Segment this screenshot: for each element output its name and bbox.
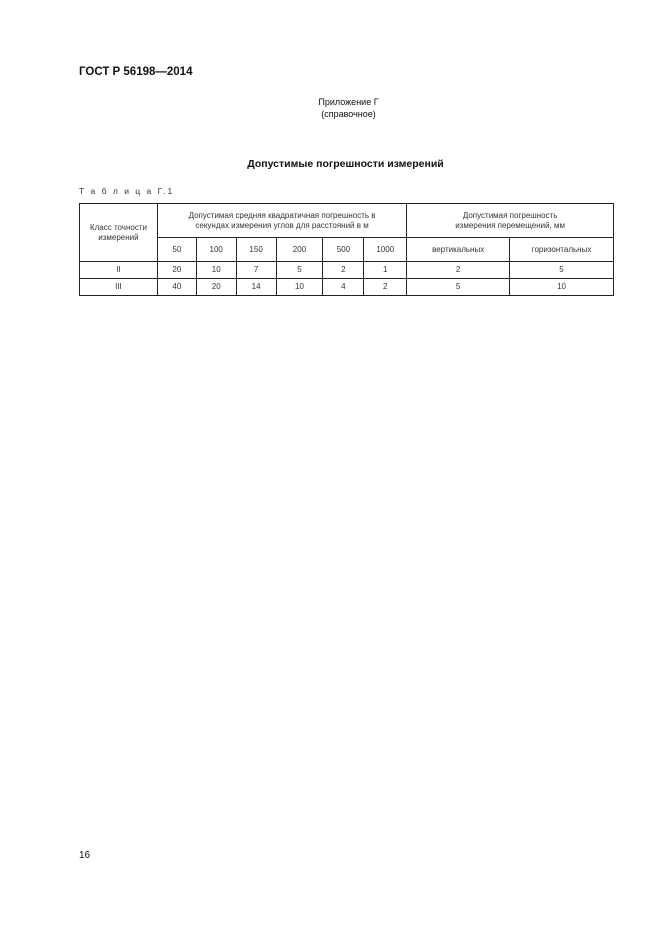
appendix-title: Приложение Г — [318, 97, 379, 107]
page-number: 16 — [79, 850, 91, 861]
table-cell: 5 — [275, 261, 324, 279]
table-cell: 1 — [363, 261, 408, 279]
table-cell: 2 — [406, 261, 511, 279]
subheader-cell: горизонтальных — [509, 237, 614, 262]
table-cell: 2 — [322, 261, 365, 279]
table-cell: 20 — [195, 278, 237, 296]
table-cell: 5 — [406, 278, 511, 296]
table-cell: III — [79, 278, 158, 296]
table-cell: 5 — [509, 261, 614, 279]
subheader-cell: 150 — [235, 237, 277, 262]
table-cell: 40 — [156, 278, 197, 296]
table-cell: 2 — [363, 278, 408, 296]
subheader-cell: вертикальных — [406, 237, 511, 262]
appendix-label: Приложение Г (справочное) — [0, 96, 661, 120]
header-angle-group: Допустимая средняя квадратичная погрешно… — [156, 203, 408, 238]
header-class: Класс точности измерений — [79, 203, 158, 262]
table-cell: 14 — [235, 278, 277, 296]
section-title: Допустимые погрешности измерений — [247, 158, 444, 170]
table-cell: 4 — [322, 278, 365, 296]
document-header: ГОСТ Р 56198—2014 — [79, 66, 193, 78]
subheader-cell: 100 — [195, 237, 237, 262]
appendix-type: (справочное) — [321, 109, 376, 119]
data-table: Класс точности измерений Допустимая сред… — [79, 203, 614, 296]
table-cell: 7 — [235, 261, 277, 279]
subheader-cell: 200 — [275, 237, 324, 262]
subheader-cell: 500 — [322, 237, 365, 262]
table-cell: 10 — [195, 261, 237, 279]
table-row: II 20 10 7 5 2 1 2 5 — [79, 261, 614, 279]
table-cell: 10 — [509, 278, 614, 296]
table-cell: II — [79, 261, 158, 279]
header-displacement-group: Допустимая погрешность измерения перемещ… — [406, 203, 614, 238]
table-cell: 20 — [156, 261, 197, 279]
table-row: III 40 20 14 10 4 2 5 10 — [79, 278, 614, 296]
subheader-cell: 1000 — [363, 237, 408, 262]
table-cell: 10 — [275, 278, 324, 296]
table-caption: Т а б л и ц а Г.1 — [79, 186, 175, 196]
subheader-cell: 50 — [156, 237, 197, 262]
